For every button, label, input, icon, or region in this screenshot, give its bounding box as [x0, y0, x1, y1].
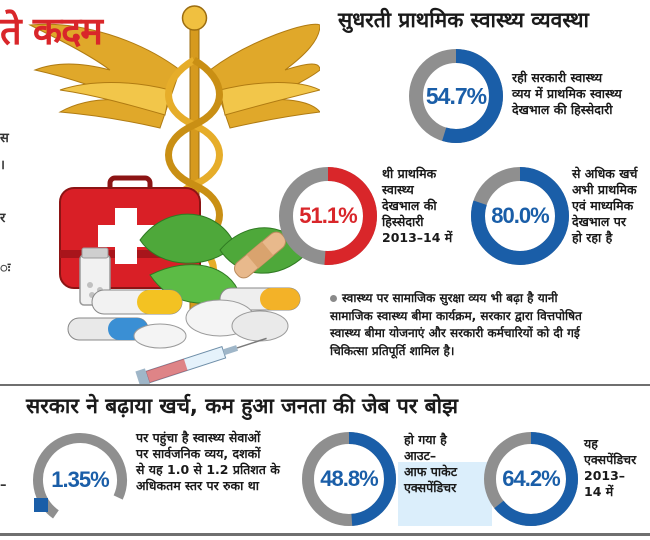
social-security-note: स्वास्थ्य पर सामाजिक सुरक्षा व्यय भी बढ़… [330, 291, 582, 358]
stat-description: पर पहुंचा है स्वास्थ्य सेवाओं पर सार्वजन… [136, 430, 280, 493]
stat-ring-expenditure-2013: 64.2% [482, 430, 580, 528]
ring-chart [471, 167, 569, 265]
bottom-rule [0, 533, 650, 536]
stat-description: से अधिक खर्च अभी प्राथमिक एवं माध्यमिक द… [572, 166, 638, 245]
stat-value: 54.7% [425, 82, 487, 109]
capsules-icon [67, 287, 301, 349]
syringe-icon [135, 337, 267, 385]
bullet-icon [330, 295, 337, 302]
ring-chart [484, 432, 578, 526]
stat-value: 64.2% [502, 466, 560, 491]
headline: ते कदम [0, 9, 103, 53]
ring-chart [302, 432, 396, 526]
side-fragment: स [0, 131, 9, 146]
top-section-title: सुधरती प्राथमिक स्वास्थ्य व्यवस्था [338, 8, 589, 32]
side-fragment: ः [0, 261, 11, 276]
side-fragment: र [0, 211, 6, 226]
stat-description: रही सरकारी स्वास्थ्य व्यय में प्राथमिक स… [512, 70, 622, 117]
section-divider [0, 384, 650, 386]
ring-chart [409, 49, 503, 143]
side-fragment: । [0, 158, 5, 173]
stat-ring-public-spending: 1.35% [30, 430, 130, 530]
wing-left-icon [28, 23, 181, 129]
bottom-section-title: सरकार ने बढ़ाया खर्च, कम हुआ जनता की जेब… [26, 394, 458, 418]
stat-ring-primary-secondary: 80.0% [470, 166, 570, 266]
stat-description: थी प्राथमिक स्वास्थ्य देखभाल की हिस्सेदा… [382, 166, 453, 245]
bandage-icon [234, 231, 286, 279]
stat-value: 51.1% [299, 203, 357, 228]
highlight-box [398, 462, 492, 526]
stat-ring-primary-2013: 51.1% [278, 166, 378, 266]
side-fragment: – [0, 478, 7, 493]
ring-chart [32, 433, 127, 527]
marker-icon [34, 498, 48, 512]
medical-illustration [28, 5, 320, 385]
stat-value: 48.8% [320, 466, 378, 491]
stat-description: हो गया है आउट– आफ पाकेट एक्सपेंडिचर [404, 432, 458, 495]
wing-right-icon [209, 23, 320, 129]
stat-ring-primary-share: 54.7% [408, 48, 504, 144]
stat-description: यह एक्सपेंडिचर 2013– 14 में [584, 436, 637, 499]
ring-chart [279, 167, 377, 265]
stat-value: 80.0% [491, 203, 549, 228]
stat-ring-out-of-pocket: 48.8% [300, 430, 398, 528]
stat-value: 1.35% [51, 467, 109, 492]
